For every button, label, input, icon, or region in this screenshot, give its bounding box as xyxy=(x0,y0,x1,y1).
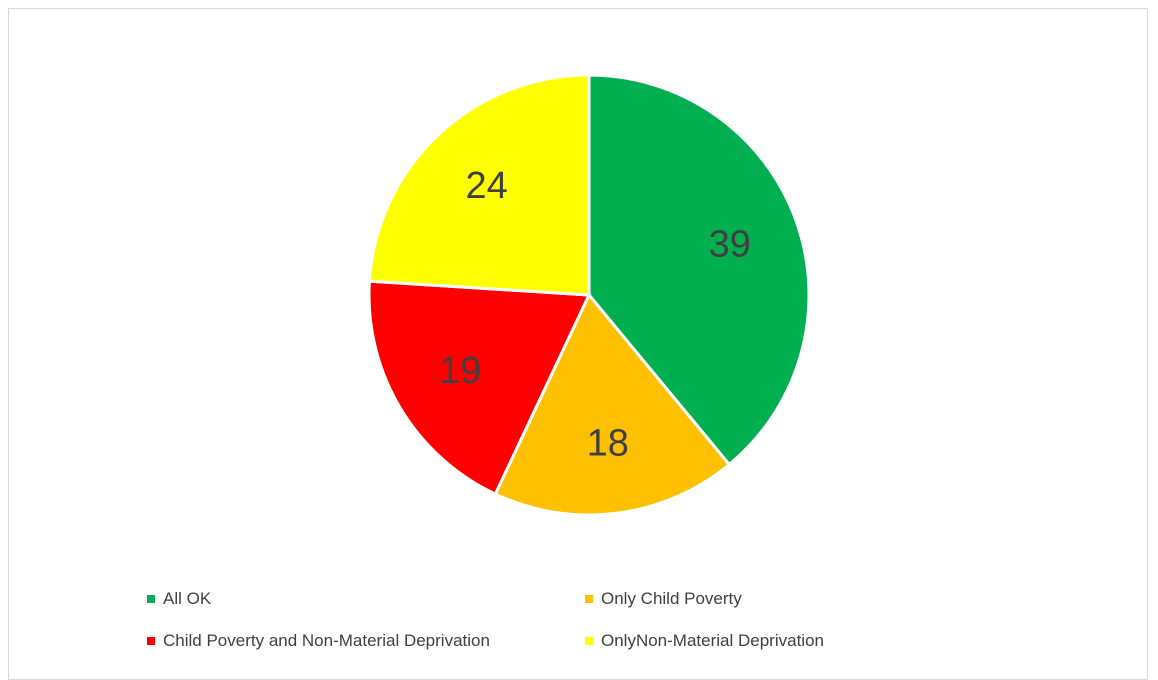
chart-area: 39 18 19 24 All OK Only Child Poverty Child… xyxy=(8,8,1148,680)
pie-slice-onlynon-material-deprivation xyxy=(367,73,591,297)
legend-swatch xyxy=(585,595,593,603)
legend-label: OnlyNon-Material Deprivation xyxy=(601,631,824,650)
legend-label: Child Poverty and Non-Material Deprivati… xyxy=(163,631,490,650)
legend-swatch xyxy=(147,595,155,603)
legend-item-all-ok: All OK xyxy=(147,589,585,609)
legend: All OK Only Child Poverty Child Poverty … xyxy=(147,589,947,651)
pie-slice-child-poverty-and-non-material-deprivation xyxy=(367,279,592,497)
legend-item-child-poverty-and-deprivation: Child Poverty and Non-Material Deprivati… xyxy=(147,631,585,651)
pie-slice-all-ok xyxy=(587,73,811,467)
legend-swatch xyxy=(147,637,155,645)
data-label: 19 xyxy=(439,350,481,392)
legend-swatch xyxy=(585,637,593,645)
pie-chart: 39 18 19 24 xyxy=(367,73,811,517)
data-label: 39 xyxy=(709,223,751,265)
data-label: 18 xyxy=(587,422,629,464)
legend-item-only-child-poverty: Only Child Poverty xyxy=(585,589,945,609)
data-label: 24 xyxy=(465,165,507,207)
legend-label: Only Child Poverty xyxy=(601,589,742,608)
pie-slice-only-child-poverty xyxy=(493,292,732,517)
legend-item-only-non-material-deprivation: OnlyNon-Material Deprivation xyxy=(585,631,945,651)
legend-label: All OK xyxy=(163,589,212,608)
